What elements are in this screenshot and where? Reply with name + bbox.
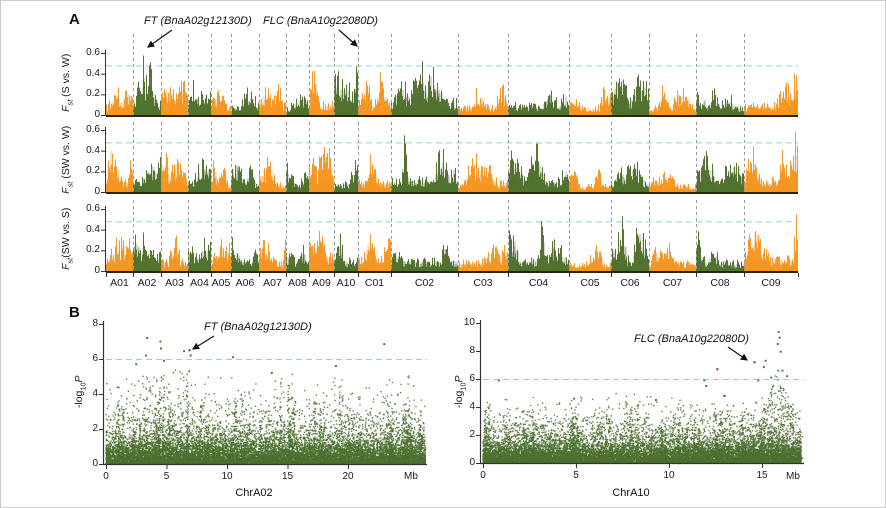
- chromosome-label: A01: [110, 277, 129, 289]
- annotation-flc-panel-a: FLC (BnaA10g22080D): [263, 15, 378, 27]
- fst-ytick-label: 0.4: [86, 223, 100, 235]
- y-tick-label: 6: [469, 373, 475, 384]
- x-axis-title-chra02: ChrA02: [235, 487, 273, 499]
- annotation-ft-panel-a: FT (BnaA02g12130D): [144, 15, 252, 27]
- chromosome-label: C07: [662, 277, 683, 289]
- annotation-ft-panel-b: FT (BnaA02g12130D): [204, 321, 312, 333]
- x-tick-label: 15: [281, 471, 294, 482]
- fst-ytick-label: 0.4: [86, 144, 100, 156]
- y-tick-label: 8: [469, 345, 475, 356]
- chromosome-label: C05: [580, 277, 600, 289]
- fst-ytick-label: 0.2: [86, 88, 100, 100]
- chromosome-label: C01: [364, 277, 385, 289]
- fst-ytick-label: 0.2: [86, 165, 100, 177]
- fst-ytick-label: 0.6: [86, 47, 100, 58]
- fst-bars-canvas-row1: [106, 34, 798, 119]
- x-axis-title-chra10: ChrA10: [612, 487, 650, 499]
- fst-ytick-label: 0.6: [86, 124, 100, 135]
- panel-b-label: B: [69, 304, 80, 321]
- chromosome-label: A07: [263, 277, 282, 289]
- x-tick-label: 10: [221, 471, 233, 482]
- x-tick-label: 5: [573, 470, 579, 481]
- annotation-flc-panel-b: FLC (BnaA10g22080D): [634, 333, 749, 345]
- gwas-ylabel-ChrA10: -log10P: [453, 375, 468, 409]
- fst-ylabel-row3: Fst(SW vs. S): [60, 207, 75, 270]
- fst-ytick-label: 0: [94, 109, 100, 120]
- fst-ytick-label: 0.2: [86, 244, 100, 256]
- fst-bars-canvas-row3: [106, 200, 798, 275]
- fst-ytick-label: 0.4: [86, 67, 100, 79]
- gwas-ylabel-ChrA02: -log10P: [73, 375, 88, 409]
- manhattan-canvas-ChrA02: [105, 321, 427, 467]
- chromosome-label: C04: [528, 277, 549, 289]
- x-tick-label: 10: [663, 470, 675, 481]
- y-tick-label: 4: [92, 388, 98, 399]
- chromosome-label: A05: [211, 277, 231, 289]
- chromosome-label: A09: [312, 277, 331, 289]
- y-tick-label: 6: [92, 353, 98, 364]
- chromosome-label: C03: [473, 277, 493, 289]
- y-tick-label: 0: [469, 457, 475, 468]
- chromosome-label: A04: [190, 277, 209, 289]
- chromosome-label: A10: [336, 277, 356, 289]
- fst-ytick-label: 0: [94, 265, 100, 276]
- x-tick-label: 0: [480, 470, 486, 481]
- manhattan-canvas-ChrA10: [482, 321, 804, 466]
- chromosome-label: A03: [165, 277, 184, 289]
- y-tick-label: 2: [92, 423, 98, 434]
- chromosome-label: C02: [414, 277, 435, 289]
- chromosome-label: A02: [137, 277, 157, 289]
- chromosome-label: C08: [710, 277, 730, 289]
- chromosome-label: A06: [235, 277, 255, 289]
- fst-ytick-label: 0: [94, 186, 100, 197]
- fst-bars-canvas-row2: [106, 122, 798, 196]
- y-tick-label: 4: [469, 401, 475, 412]
- chromosome-label: C09: [761, 277, 781, 289]
- fst-ytick-label: 0.6: [86, 203, 100, 214]
- x-tick-label: 0: [103, 471, 109, 482]
- x-tick-label: 15: [756, 470, 768, 481]
- x-tick-label: 5: [163, 471, 170, 482]
- x-unit-label-chra10: Mb: [786, 471, 800, 482]
- x-unit-label-chra02: Mb: [404, 471, 418, 482]
- y-tick-label: 0: [92, 458, 98, 469]
- y-tick-label: 2: [469, 429, 475, 440]
- y-tick-label: 10: [463, 317, 475, 328]
- chromosome-label: A08: [288, 277, 307, 289]
- panel-a-label: A: [69, 11, 80, 28]
- chromosome-label: C06: [620, 277, 640, 289]
- x-tick-label: 20: [342, 471, 354, 482]
- y-tick-label: 8: [92, 318, 98, 329]
